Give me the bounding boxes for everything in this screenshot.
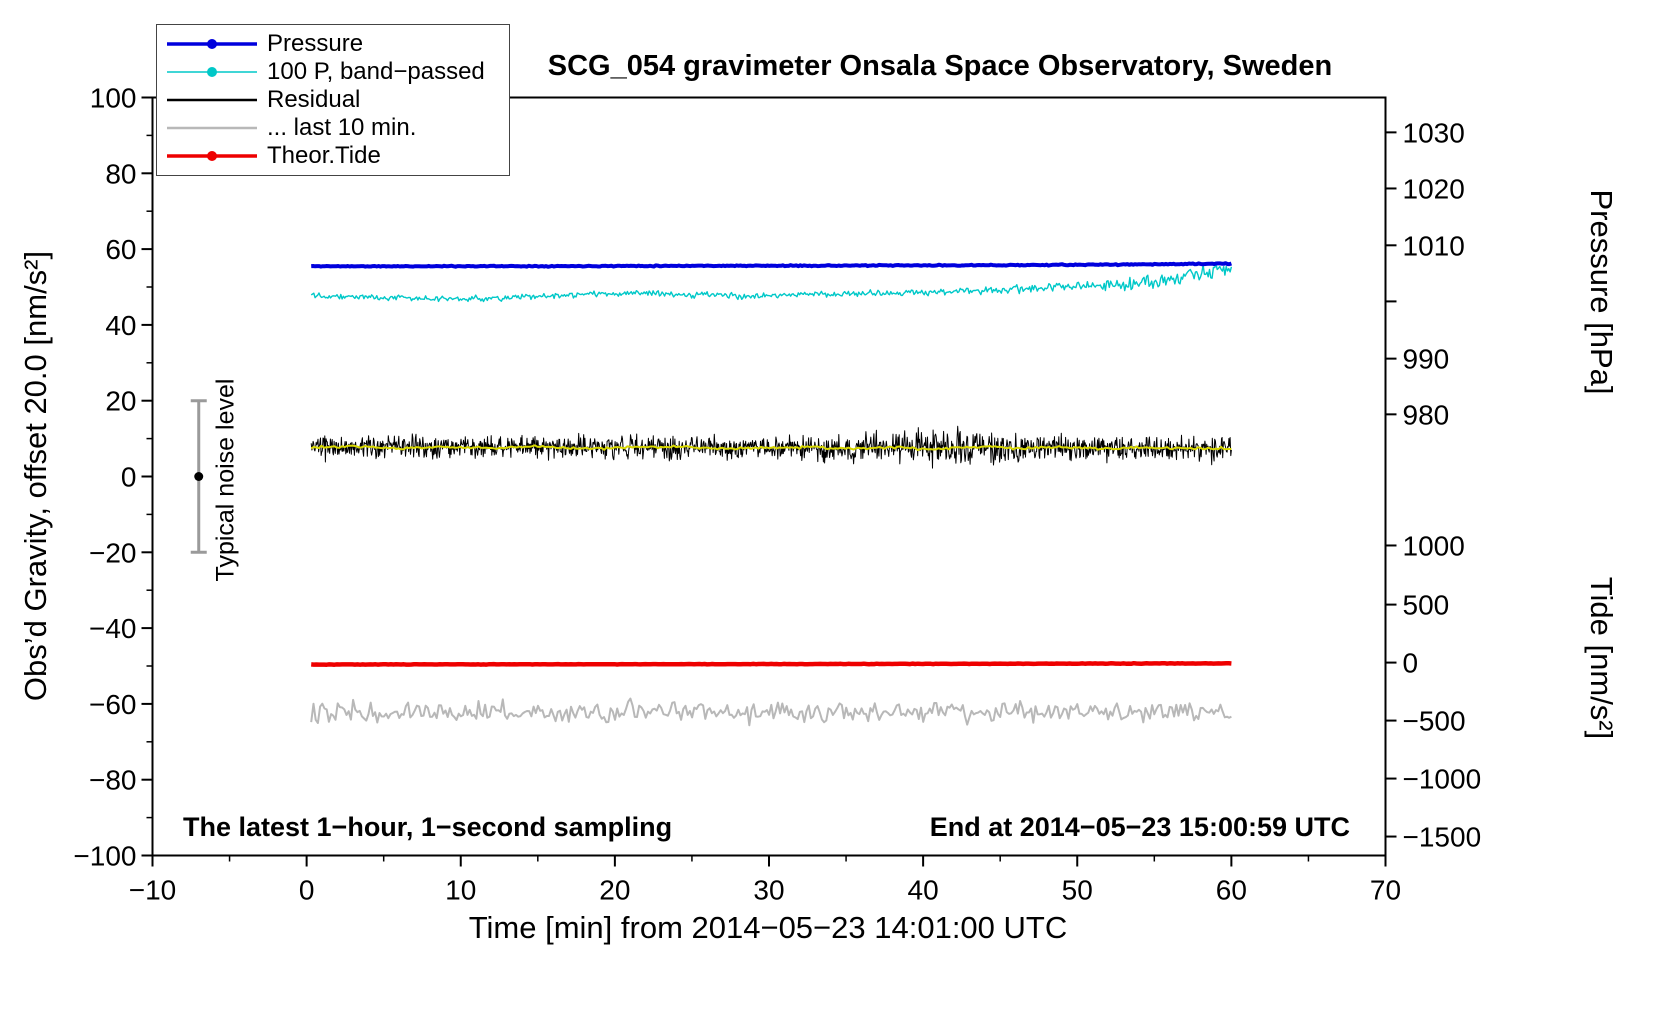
series-pressure xyxy=(311,261,1233,269)
x-axis-label: Time [min] from 2014−05−23 14:01:00 UTC xyxy=(468,910,1068,945)
x-tick-label: 20 xyxy=(599,875,630,906)
y-axis-pressure: 1030 1020 1010 990 980 xyxy=(1385,117,1465,430)
sampling-note: The latest 1−hour, 1−second sampling xyxy=(183,812,673,842)
noise-level-bar xyxy=(190,399,207,554)
plot-frame xyxy=(151,96,1387,857)
legend-item: Pressure xyxy=(157,30,509,58)
legend-item: 100 P, band−passed xyxy=(157,58,509,86)
y-tick-label: −100 xyxy=(73,841,136,872)
legend-swatch xyxy=(167,98,257,102)
x-tick-label: 40 xyxy=(908,875,939,906)
series-last-10-min xyxy=(310,697,1232,727)
legend-list: Pressure 100 P, band−passed Residual... la… xyxy=(157,30,509,170)
x-tick-label: 60 xyxy=(1216,875,1247,906)
series-theor-tide xyxy=(311,660,1232,667)
x-tick-label: 10 xyxy=(445,875,476,906)
legend-item: ... last 10 min. xyxy=(157,114,509,142)
right-tick-label: 0 xyxy=(1403,648,1419,679)
right-tick-label: 1000 xyxy=(1403,530,1465,561)
legend-swatch xyxy=(167,39,257,49)
y-tick-label: 60 xyxy=(105,234,136,265)
x-tick-label: 70 xyxy=(1370,875,1401,906)
y-axis-label-left: Obs’d Gravity, offset 20.0 [nm/s²] xyxy=(18,250,53,702)
x-tick-label: 50 xyxy=(1062,875,1093,906)
right-tick-label: 1030 xyxy=(1403,117,1465,148)
y-tick-label: 80 xyxy=(105,158,136,189)
y-tick-label: 20 xyxy=(105,386,136,417)
chart-title: SCG_054 gravimeter Onsala Space Observat… xyxy=(547,50,1333,82)
series-residual-smoothed xyxy=(310,444,1232,451)
right-tick-label: −1500 xyxy=(1403,822,1482,853)
y-axis-label-tide: Tide [nm/s²] xyxy=(1584,576,1619,740)
noise-level-label: Typical noise level xyxy=(211,378,240,582)
y-tick-label: 40 xyxy=(105,310,136,341)
right-tick-label: −1000 xyxy=(1403,764,1482,795)
noise-level-dot xyxy=(194,472,204,481)
y-axis-left: −100 −80 −60 −40 −20 0 20 40 60 80 100 xyxy=(73,83,153,872)
y-tick-label: 100 xyxy=(90,83,137,114)
legend-swatch xyxy=(167,126,257,130)
legend-marker-dot xyxy=(207,39,217,49)
legend-label: ... last 10 min. xyxy=(267,114,417,141)
y-tick-label: −60 xyxy=(89,689,137,720)
right-tick-label: 980 xyxy=(1403,399,1450,430)
right-tick-label: 1010 xyxy=(1403,230,1465,261)
y-axis-tide: 1000 500 0 −500 −1000 −1500 xyxy=(1385,530,1482,853)
x-axis: −10 0 10 20 30 40 50 60 70 xyxy=(129,855,1401,906)
x-tick-label: −10 xyxy=(129,875,177,906)
legend-label: 100 P, band−passed xyxy=(267,58,485,85)
legend-item: Residual xyxy=(157,86,509,114)
x-tick-label: 0 xyxy=(299,875,315,906)
legend-swatch xyxy=(167,67,257,77)
y-tick-label: −80 xyxy=(89,765,137,796)
series-bandpassed xyxy=(310,263,1233,303)
legend-label: Pressure xyxy=(267,30,364,57)
right-tick-label: 500 xyxy=(1403,590,1450,621)
legend-label: Residual xyxy=(267,86,361,113)
end-time-note: End at 2014−05−23 15:00:59 UTC xyxy=(929,812,1350,842)
legend-label: Theor.Tide xyxy=(267,142,381,169)
right-tick-label: 1020 xyxy=(1403,173,1465,204)
y-tick-label: −40 xyxy=(89,613,137,644)
right-tick-label: −500 xyxy=(1403,706,1466,737)
right-tick-label: 990 xyxy=(1403,344,1450,375)
x-tick-label: 30 xyxy=(753,875,784,906)
legend-marker-dot xyxy=(207,67,217,77)
y-tick-label: 0 xyxy=(121,462,137,493)
legend-item: Theor.Tide xyxy=(157,142,509,170)
legend-swatch xyxy=(167,151,257,161)
legend: Pressure 100 P, band−passed Residual... la… xyxy=(156,24,510,176)
y-tick-label: −20 xyxy=(89,537,137,568)
legend-marker-dot xyxy=(207,151,217,161)
y-axis-label-pressure: Pressure [hPa] xyxy=(1584,189,1619,395)
